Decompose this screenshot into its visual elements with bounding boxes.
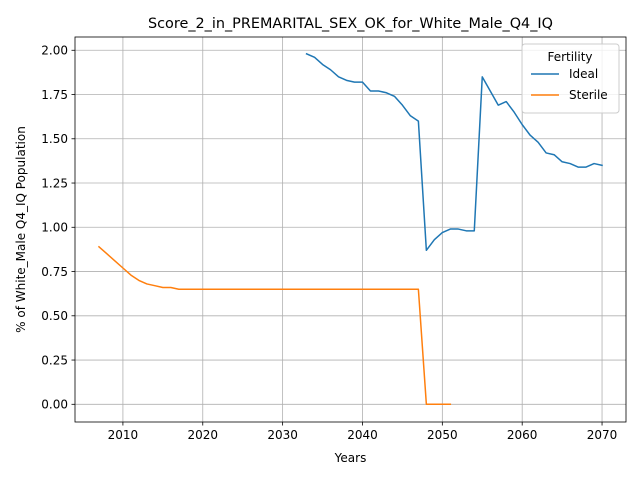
x-axis-ticks: 2010 2020 2030 2040 2050 2060 2070 [108, 422, 618, 442]
plot-frame [74, 36, 627, 423]
y-tick-label: 2.00 [41, 44, 68, 58]
x-tick-label: 2020 [187, 428, 218, 442]
y-tick-label: 0.25 [41, 353, 68, 367]
x-tick-label: 2030 [267, 428, 298, 442]
y-tick-label: 1.50 [41, 132, 68, 146]
grid-lines [75, 37, 626, 422]
x-tick-label: 2060 [507, 428, 538, 442]
series-line-sterile [97, 245, 452, 406]
x-tick-label: 2010 [108, 428, 139, 442]
y-tick-label: 1.25 [41, 176, 68, 190]
series-lines [97, 52, 603, 406]
y-tick-label: 0.50 [41, 309, 68, 323]
y-tick-label: 1.00 [41, 221, 68, 235]
legend-label-ideal: Ideal [569, 67, 598, 81]
x-tick-label: 2050 [427, 428, 458, 442]
legend-title: Fertility [547, 50, 592, 64]
y-axis-label: % of White_Male Q4_IQ Population [14, 126, 28, 333]
series-line-ideal [305, 52, 603, 252]
y-axis-ticks: 0.00 0.25 0.50 0.75 1.00 1.25 1.50 1.75 2.00 [41, 44, 75, 412]
legend-entries: Ideal Sterile [531, 67, 608, 102]
y-tick-label: 0.00 [41, 398, 68, 412]
y-tick-label: 1.75 [41, 88, 68, 102]
legend-label-sterile: Sterile [569, 88, 608, 102]
x-tick-label: 2040 [347, 428, 378, 442]
x-tick-label: 2070 [587, 428, 618, 442]
x-axis-label: Years [334, 451, 367, 465]
legend: Fertility Ideal Sterile [521, 43, 620, 114]
y-tick-label: 0.75 [41, 265, 68, 279]
chart-title: Score_2_in_PREMARITAL_SEX_OK_for_White_M… [148, 16, 553, 32]
